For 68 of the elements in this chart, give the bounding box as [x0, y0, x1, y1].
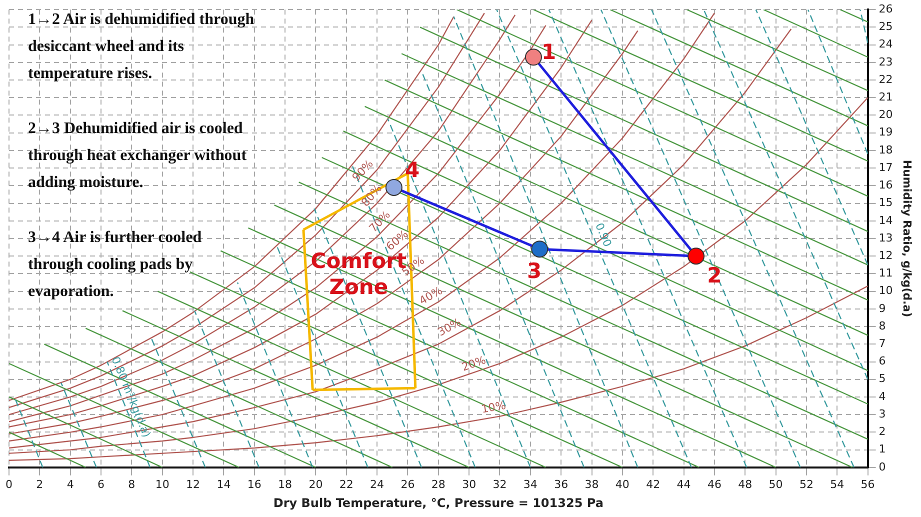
y-tick-label: 13	[878, 231, 893, 244]
x-tick-label: 22	[339, 478, 354, 491]
x-tick-label: 44	[676, 478, 691, 491]
annotation: 30%	[436, 316, 464, 339]
x-tick-label: 18	[278, 478, 292, 491]
x-tick-label: 26	[400, 478, 415, 491]
x-tick-label: 50	[768, 478, 783, 491]
y-tick-label: 14	[878, 214, 893, 227]
x-tick-label: 36	[554, 478, 568, 491]
x-tick-label: 16	[247, 478, 262, 491]
x-tick-label: 54	[830, 478, 844, 491]
y-tick-label: 8	[878, 319, 886, 332]
y-tick-label: 11	[878, 266, 893, 280]
y-tick-label: 0	[878, 460, 886, 474]
x-tick-label: 48	[738, 478, 752, 491]
y-tick-label: 26	[878, 2, 893, 16]
x-tick-label: 8	[128, 478, 136, 491]
y-tick-label: 18	[878, 143, 893, 156]
y-tick-label: 12	[878, 248, 893, 262]
x-tick-label: 34	[523, 478, 538, 491]
y-tick-label: 21	[878, 90, 893, 104]
x-tick-label: 0	[6, 478, 12, 491]
y-tick-label: 16	[878, 178, 893, 192]
y-tick-label: 9	[878, 302, 886, 315]
x-tick-label: 6	[98, 478, 105, 491]
annotation: 20%	[460, 354, 488, 374]
annotation: 1→2 Air is dehumidified through desiccant wheel and its temperature rises.	[28, 10, 256, 84]
annotation: 3→4 Air is further cooled through cooling pads by evaporation.	[28, 228, 203, 302]
y-tick-label: 25	[878, 20, 893, 34]
y-tick-label: 23	[878, 55, 893, 68]
annotation: 2	[707, 264, 722, 288]
x-tick-label: 14	[216, 478, 231, 491]
x-axis-title: Dry Bulb Temperature, °C, Pressure = 101325 Pa	[273, 496, 604, 510]
y-tick-label: 17	[878, 160, 893, 174]
x-tick-label: 12	[186, 478, 200, 491]
annotation: 2→3 Dehumidified air is cooled through heat exchanger without adding moisture.	[28, 119, 248, 193]
x-tick-label: 10	[155, 478, 170, 491]
y-tick-label: 22	[878, 72, 893, 86]
x-tick-label: 40	[615, 478, 630, 491]
y-axis-title: Humidity Ratio, g/kg(d.a)	[900, 160, 914, 318]
x-tick-label: 30	[462, 478, 476, 491]
x-tick-label: 32	[492, 478, 507, 491]
y-tick-label: 1	[878, 442, 886, 456]
annotation: 10%	[480, 398, 507, 416]
y-tick-label: 15	[878, 196, 893, 210]
x-tick-label: 42	[646, 478, 660, 491]
y-tick-label: 2	[878, 425, 886, 438]
y-tick-label: 5	[878, 372, 886, 386]
x-tick-label: 38	[584, 478, 599, 491]
x-tick-label: 28	[431, 478, 446, 491]
y-tick-label: 19	[878, 126, 893, 139]
x-tick-label: 46	[707, 478, 722, 491]
annotation: 3	[527, 258, 542, 283]
x-tick-label: 24	[370, 478, 384, 491]
x-tick-label: 56	[860, 478, 875, 491]
y-tick-label: 6	[878, 354, 886, 368]
y-tick-label: 20	[878, 108, 893, 122]
y-tick-label: 10	[878, 284, 893, 298]
x-tick-label: 20	[308, 478, 323, 491]
y-tick-label: 3	[878, 407, 886, 420]
y-tick-label: 24	[878, 38, 893, 51]
x-tick-label: 4	[66, 478, 74, 491]
x-tick-label: 2	[36, 478, 44, 491]
annotation: 0.90	[592, 221, 614, 249]
y-tick-label: 4	[878, 390, 886, 403]
x-tick-label: 52	[799, 478, 814, 491]
y-tick-label: 7	[878, 337, 886, 350]
annotation: 40%	[416, 284, 445, 308]
